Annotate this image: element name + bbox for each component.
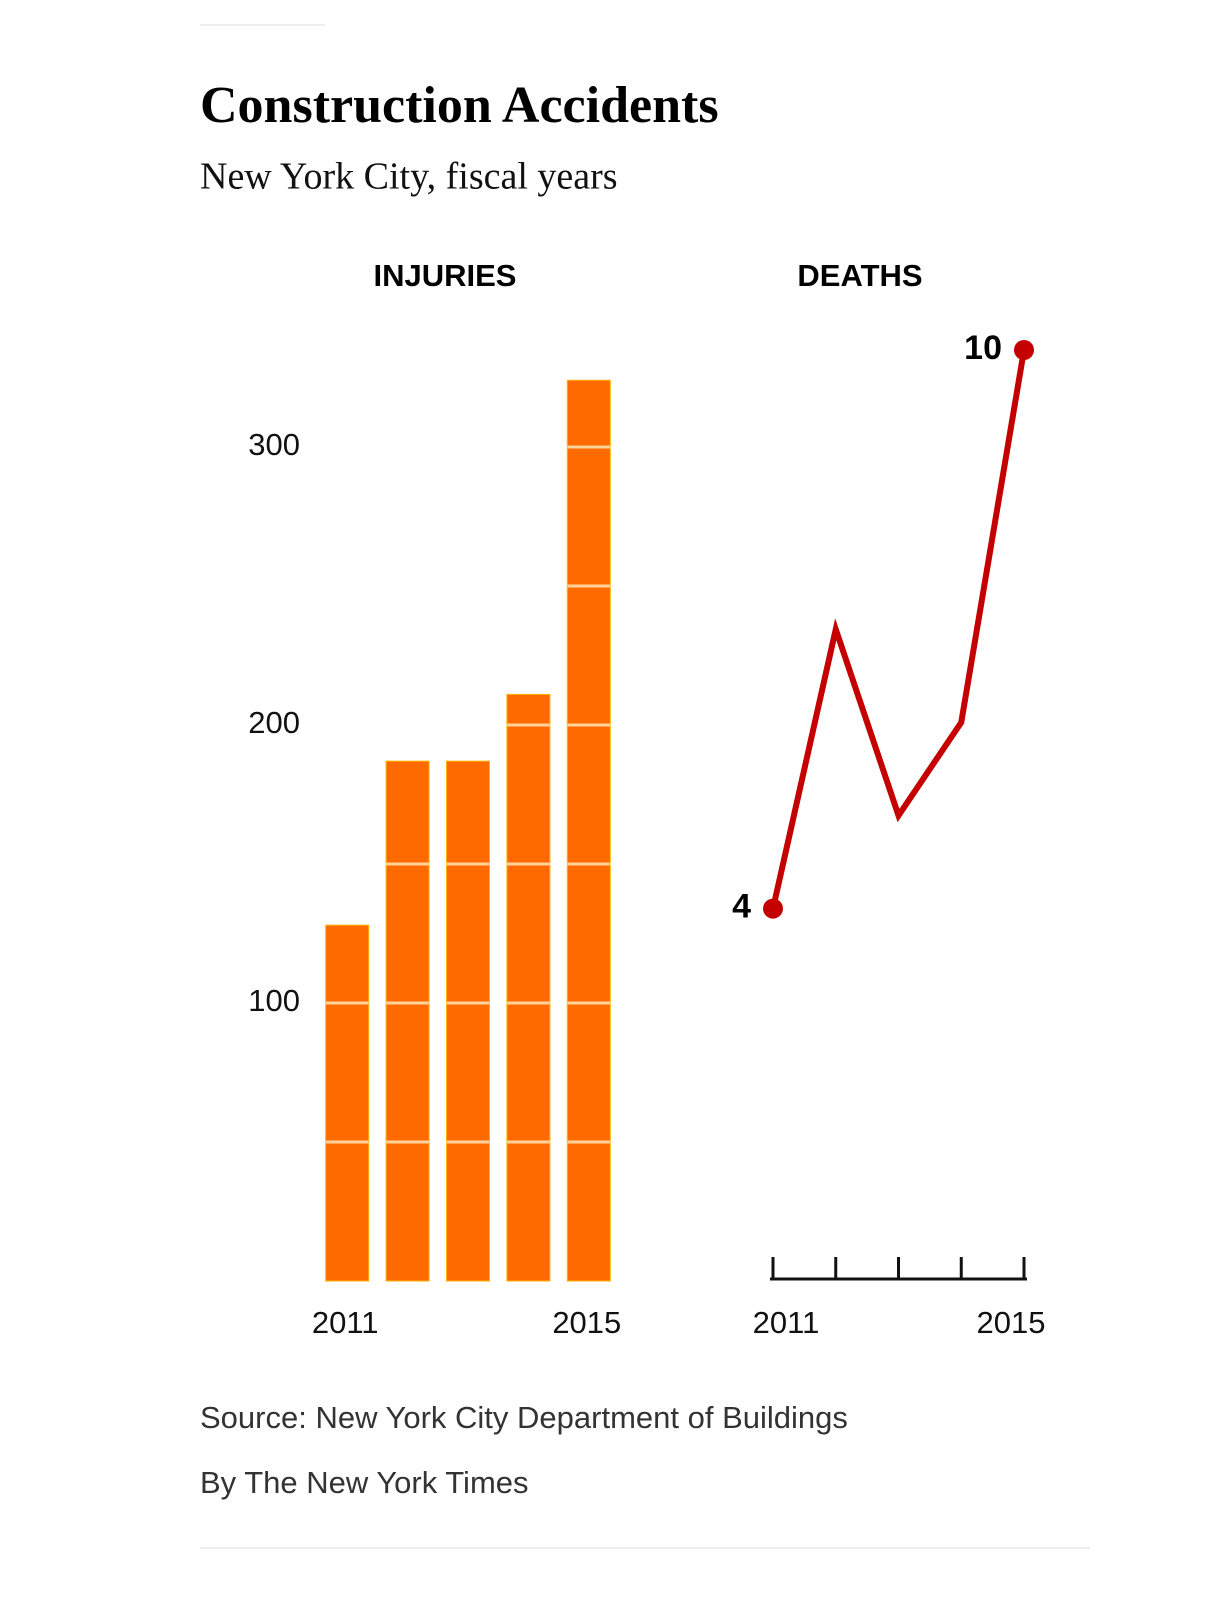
y-tick-label: 200 <box>248 705 300 740</box>
y-tick-label: 100 <box>248 983 300 1018</box>
bar <box>385 760 430 1282</box>
title: Construction Accidents <box>200 77 719 134</box>
credit: By The New York Times <box>200 1465 529 1500</box>
value-label: 4 <box>732 888 751 926</box>
source: Source: New York City Department of Buil… <box>200 1400 848 1435</box>
panel-title: INJURIES <box>374 258 517 293</box>
value-label: 10 <box>964 329 1002 367</box>
bar <box>566 379 611 1282</box>
bar <box>446 760 490 1282</box>
subtitle: New York City, fiscal years <box>200 156 618 198</box>
bar <box>506 693 551 1282</box>
point <box>763 898 783 919</box>
x-tick-label: 2015 <box>552 1305 621 1340</box>
x-tick-label: 2015 <box>977 1305 1046 1340</box>
point <box>1014 340 1034 360</box>
line <box>770 349 1027 910</box>
bar <box>325 924 370 1282</box>
y-tick-label: 300 <box>248 427 300 462</box>
x-tick-label: 2011 <box>312 1305 379 1340</box>
x-tick-label: 2011 <box>753 1305 820 1340</box>
panel-title: DEATHS <box>797 258 922 293</box>
